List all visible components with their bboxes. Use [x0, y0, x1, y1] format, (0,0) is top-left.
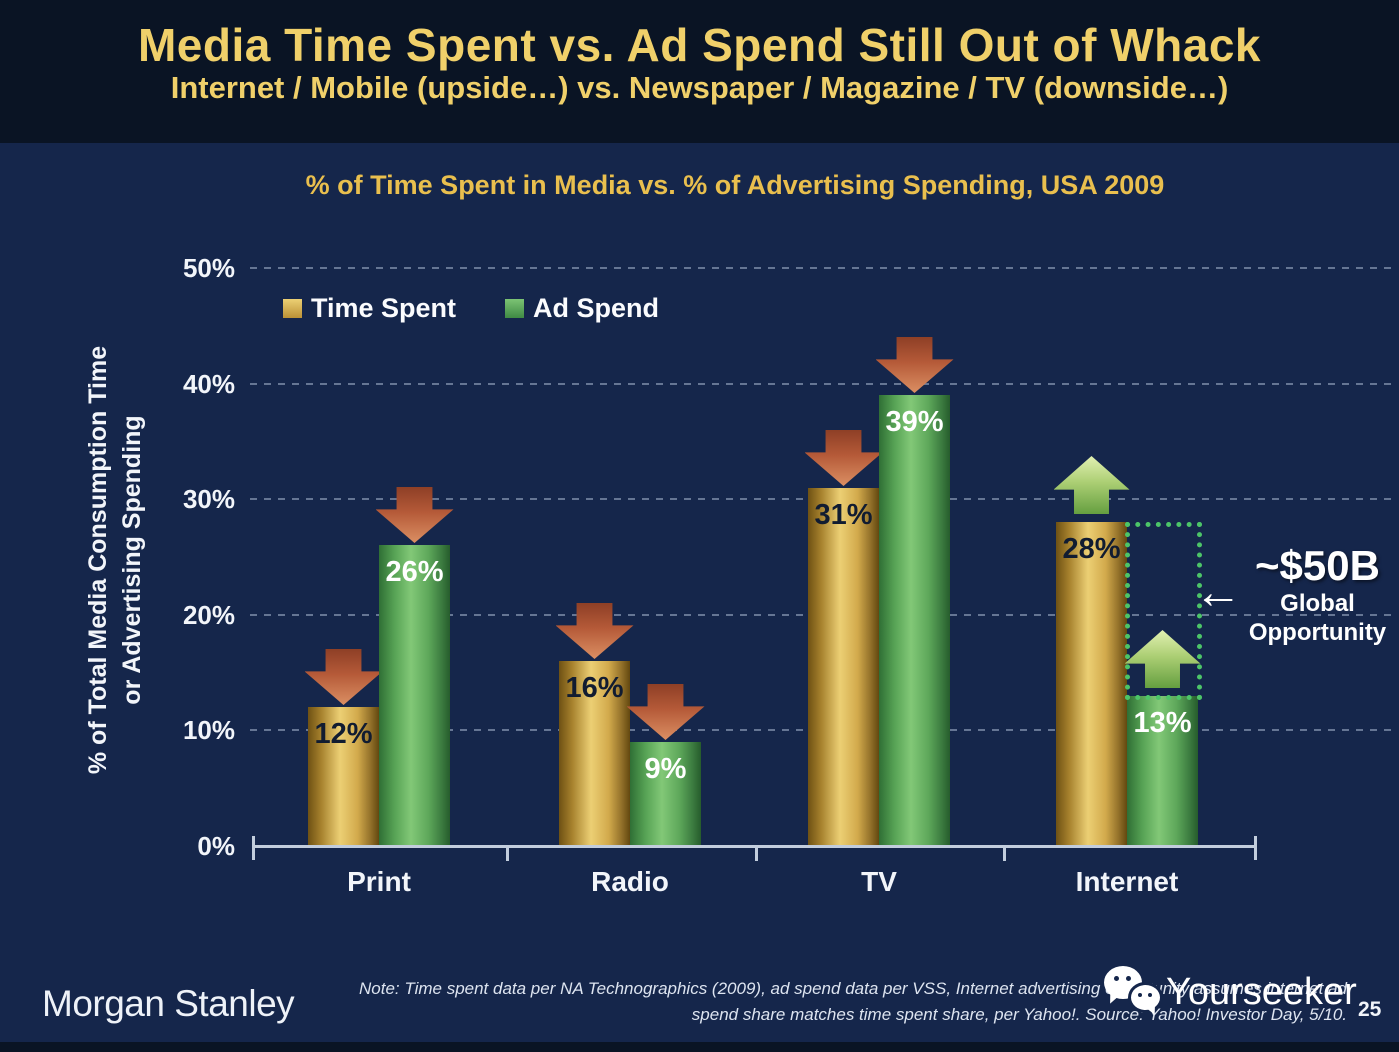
- bar-print-ad-spend: [379, 545, 450, 846]
- category-label-print: Print: [347, 866, 411, 897]
- bar-value-label: 16%: [565, 672, 624, 704]
- opportunity-annotation: ~$50B Global Opportunity: [1240, 543, 1395, 647]
- x-axis-tick: [1003, 846, 1006, 861]
- slide-title: Media Time Spent vs. Ad Spend Still Out …: [137, 19, 1262, 71]
- opportunity-label-line2: Opportunity: [1248, 619, 1387, 646]
- bottom-band: [0, 1042, 1399, 1052]
- y-axis-title-line1: % of Total Media Consumption Time: [84, 345, 112, 775]
- bar-tv-time-spent: [808, 488, 879, 846]
- bar-value-label: 13%: [1133, 707, 1192, 739]
- slide-subtitle: Internet / Mobile (upside…) vs. Newspape…: [170, 70, 1229, 105]
- x-axis-tick: [1254, 836, 1257, 860]
- bar-internet-time-spent: [1056, 522, 1127, 846]
- left-arrow-icon: ←: [1194, 566, 1242, 619]
- bar-value-label: 39%: [885, 406, 944, 438]
- y-tick-label-20: 20%: [182, 600, 235, 630]
- bar-internet-ad-spend: [1127, 696, 1198, 846]
- opportunity-label-line1: Global: [1280, 590, 1355, 617]
- bar-radio-time-spent: [559, 661, 630, 846]
- legend-swatch: [283, 299, 302, 318]
- wechat-icon: [1104, 966, 1164, 1018]
- x-axis-tick: [506, 846, 509, 861]
- y-tick-label-30: 30%: [182, 484, 235, 514]
- category-label-tv: TV: [861, 866, 897, 897]
- y-axis-title-line2: or Advertising Spending: [118, 415, 146, 705]
- watermark-text: Yourseeker: [1166, 971, 1357, 1013]
- bar-value-label: 26%: [385, 556, 444, 588]
- x-axis-tick: [755, 846, 758, 861]
- category-label-internet: Internet: [1075, 866, 1179, 897]
- header-band: [0, 0, 1399, 143]
- page-number: 25: [1358, 998, 1382, 1021]
- y-tick-label-40: 40%: [182, 369, 235, 399]
- legend-swatch: [505, 299, 524, 318]
- trend-arrow-down-icon: [304, 649, 383, 705]
- grid-line-50: [250, 267, 1395, 269]
- chart-title: % of Time Spent in Media vs. % of Advert…: [305, 170, 1165, 200]
- grid-line-40: [250, 383, 1395, 385]
- trend-arrow-up-icon: [1053, 456, 1130, 514]
- x-axis-tick: [252, 836, 255, 860]
- y-tick-label-0: 0%: [197, 831, 235, 861]
- y-axis-title: % of Total Media Consumption Time or Adv…: [81, 346, 149, 774]
- bar-value-label: 12%: [314, 718, 373, 750]
- category-label-radio: Radio: [591, 866, 669, 897]
- footer-note-line1: Note: Time spent data per NA Technograph…: [358, 979, 1347, 998]
- opportunity-headline: ~$50B: [1255, 542, 1380, 589]
- trend-arrow-down-icon: [375, 487, 454, 543]
- y-tick-label-10: 10%: [182, 715, 235, 745]
- bar-value-label: 31%: [814, 499, 873, 531]
- y-tick-label-50: 50%: [182, 253, 235, 283]
- bar-radio-ad-spend: [630, 742, 701, 846]
- bar-value-label: 28%: [1062, 533, 1121, 565]
- footer-note-line2: spend share matches time spent share, pe…: [691, 1005, 1347, 1024]
- bar-value-label: 9%: [644, 753, 687, 785]
- opportunity-gap-outline: [1125, 522, 1202, 700]
- legend-label: Ad Spend: [533, 293, 659, 323]
- x-axis-line: [252, 845, 1257, 848]
- morgan-stanley-logo: Morgan Stanley: [42, 983, 295, 1024]
- bar-tv-ad-spend: [879, 395, 950, 846]
- trend-arrow-down-icon: [555, 603, 634, 659]
- legend-label: Time Spent: [311, 293, 457, 323]
- footer-note: Note: Time spent data per NA Technograph…: [307, 976, 1347, 1028]
- bar-print-time-spent: [308, 707, 379, 846]
